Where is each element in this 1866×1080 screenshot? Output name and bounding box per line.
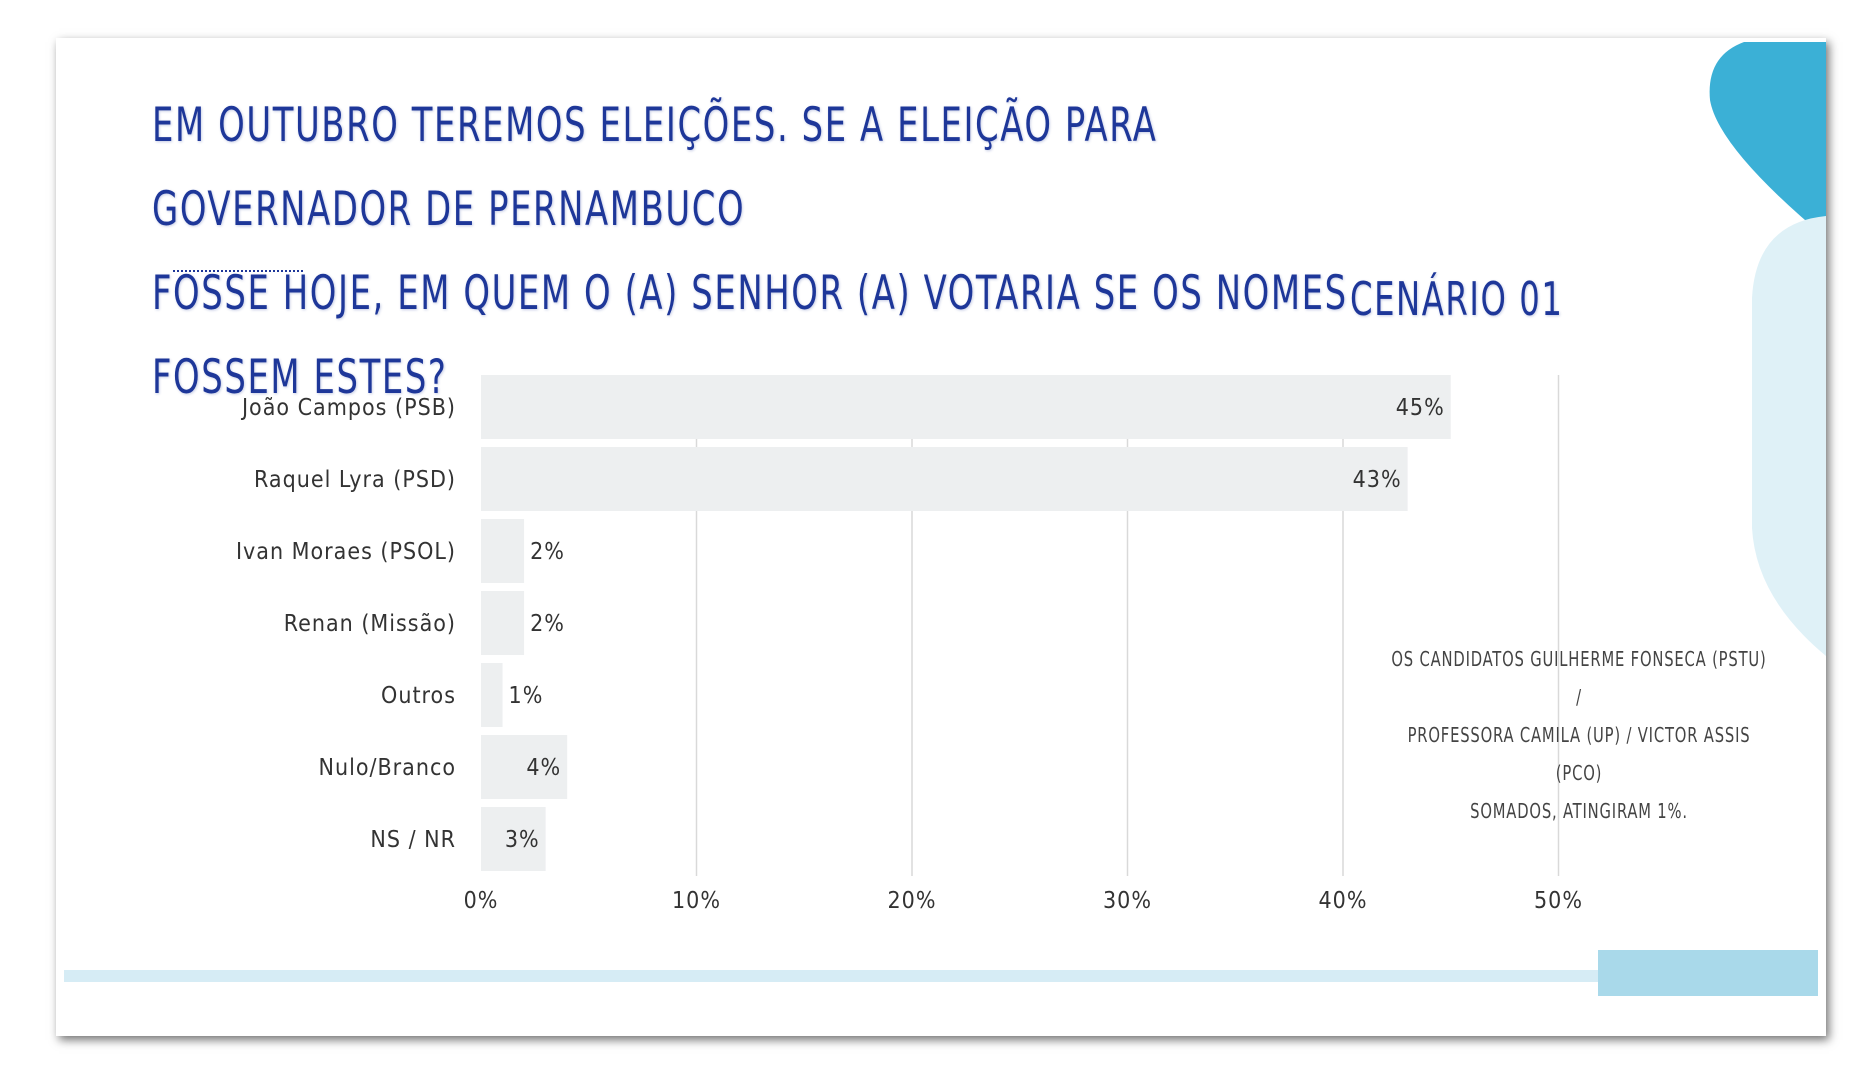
x-tick-label: 50% <box>1534 888 1583 914</box>
category-label: Ivan Moraes (PSOL) <box>236 539 456 565</box>
bar <box>481 735 568 799</box>
bar <box>481 807 546 871</box>
scenario-label: CENÁRIO 01 <box>1350 272 1564 326</box>
x-tick-label: 30% <box>1103 888 1152 914</box>
value-label: 1% <box>509 683 544 709</box>
category-label: Nulo/Branco <box>319 755 457 781</box>
footnote: Os candidatos Guilherme Fonseca (PSTU) /… <box>1344 640 1814 830</box>
x-tick-label: 20% <box>888 888 937 914</box>
value-label: 2% <box>530 611 565 637</box>
footer-bar <box>64 970 1752 982</box>
value-label: 45% <box>1396 395 1445 421</box>
bar <box>481 447 1408 511</box>
bar-chart: 0% 10% 20% 30% 40% 50% João Campos (PSB) 45% Raq… <box>236 375 1583 914</box>
bar <box>481 519 525 583</box>
x-tick-label: 10% <box>672 888 721 914</box>
footnote-line-1: Os candidatos Guilherme Fonseca (PSTU) / <box>1391 647 1767 709</box>
category-label: Outros <box>381 683 456 709</box>
value-label: 2% <box>530 539 565 565</box>
x-tick-label: 40% <box>1319 888 1368 914</box>
value-label: 43% <box>1353 467 1402 493</box>
slide: Em outubro teremos eleições. Se a eleiçã… <box>56 38 1826 1036</box>
value-label: 3% <box>505 827 540 853</box>
dotted-divider <box>173 270 303 272</box>
category-label: NS / NR <box>370 827 456 853</box>
category-label: João Campos (PSB) <box>240 395 456 421</box>
value-label: 4% <box>526 755 561 781</box>
corner-decoration <box>1709 42 1826 656</box>
category-label: Renan (Missão) <box>284 611 456 637</box>
bar <box>481 591 525 655</box>
title-line-1: Em outubro teremos eleições. Se a eleiçã… <box>152 98 1158 237</box>
footnote-line-2: Professora Camila (UP) / Victor Assis (P… <box>1407 723 1751 785</box>
x-tick-label: 0% <box>464 888 499 914</box>
footnote-line-3: somados, atingiram 1%. <box>1470 799 1688 823</box>
title-line-2: fosse hoje, em quem o (a) senhor (a) vot… <box>152 266 1348 405</box>
footer-block <box>1598 950 1818 996</box>
bar <box>481 663 503 727</box>
category-label: Raquel Lyra (PSD) <box>254 467 456 493</box>
page-title: Em outubro teremos eleições. Se a eleiçã… <box>152 84 1352 420</box>
bar <box>481 375 1451 439</box>
